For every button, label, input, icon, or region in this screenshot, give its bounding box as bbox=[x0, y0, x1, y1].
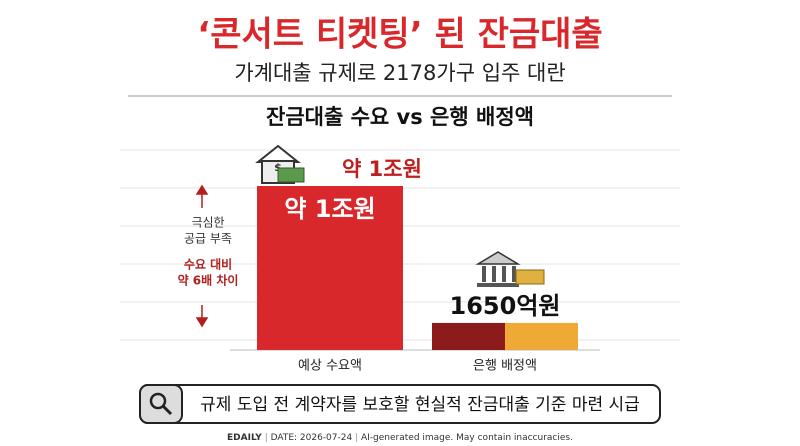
search-icon bbox=[149, 392, 167, 410]
pillar bbox=[512, 266, 516, 282]
footer: EDAILY | DATE: 2026-07-24 | AI-generated… bbox=[227, 433, 573, 443]
chart-title: 잔금대출 수요 vs 은행 배정액 bbox=[266, 105, 534, 129]
pillar bbox=[502, 266, 506, 282]
note-text: 공급 부족 bbox=[184, 232, 232, 246]
value-label: 1650억원 bbox=[450, 292, 561, 320]
highlight-text: 약 6배 차이 bbox=[178, 273, 239, 288]
arrow-head bbox=[195, 184, 209, 195]
bank-base bbox=[477, 283, 519, 287]
footer-brand: EDAILY bbox=[227, 433, 262, 443]
bank-roof bbox=[475, 251, 521, 265]
bar bbox=[257, 186, 403, 350]
value-label: 약 1조원 bbox=[342, 157, 422, 181]
callout-text: 규제 도입 전 계약자를 보호할 현실적 잔금대출 기준 마련 시급 bbox=[200, 395, 640, 415]
x-tick-label: 은행 배정액 bbox=[473, 358, 537, 374]
house-icon: $ bbox=[255, 144, 305, 184]
money bbox=[277, 167, 305, 183]
footer-date: DATE: 2026-07-24 bbox=[271, 433, 353, 443]
pillar bbox=[482, 266, 486, 282]
highlight-text: 수요 대비 bbox=[184, 257, 232, 272]
bar-label: 약 1조원 bbox=[284, 195, 375, 223]
note-text: 극심한 bbox=[191, 216, 224, 230]
bar bbox=[432, 322, 578, 350]
callout-icon-box bbox=[139, 384, 183, 424]
bank-icon bbox=[475, 251, 545, 287]
money bbox=[515, 269, 545, 285]
pillar bbox=[492, 266, 496, 282]
footer-note: AI-generated image. May contain inaccura… bbox=[361, 433, 573, 443]
subtitle: 가계대출 규제로 2178가구 입주 대란 bbox=[234, 61, 565, 85]
footer-sep: | bbox=[262, 433, 271, 443]
x-tick-label: 예상 수요액 bbox=[298, 359, 362, 374]
main-title: ‘콘서트 티켓팅’ 된 잔금대출 bbox=[197, 15, 602, 55]
arrow-head bbox=[195, 317, 209, 328]
search-icon-handle bbox=[161, 404, 173, 416]
gap-arrow bbox=[195, 184, 209, 328]
footer-sep: | bbox=[352, 433, 361, 443]
